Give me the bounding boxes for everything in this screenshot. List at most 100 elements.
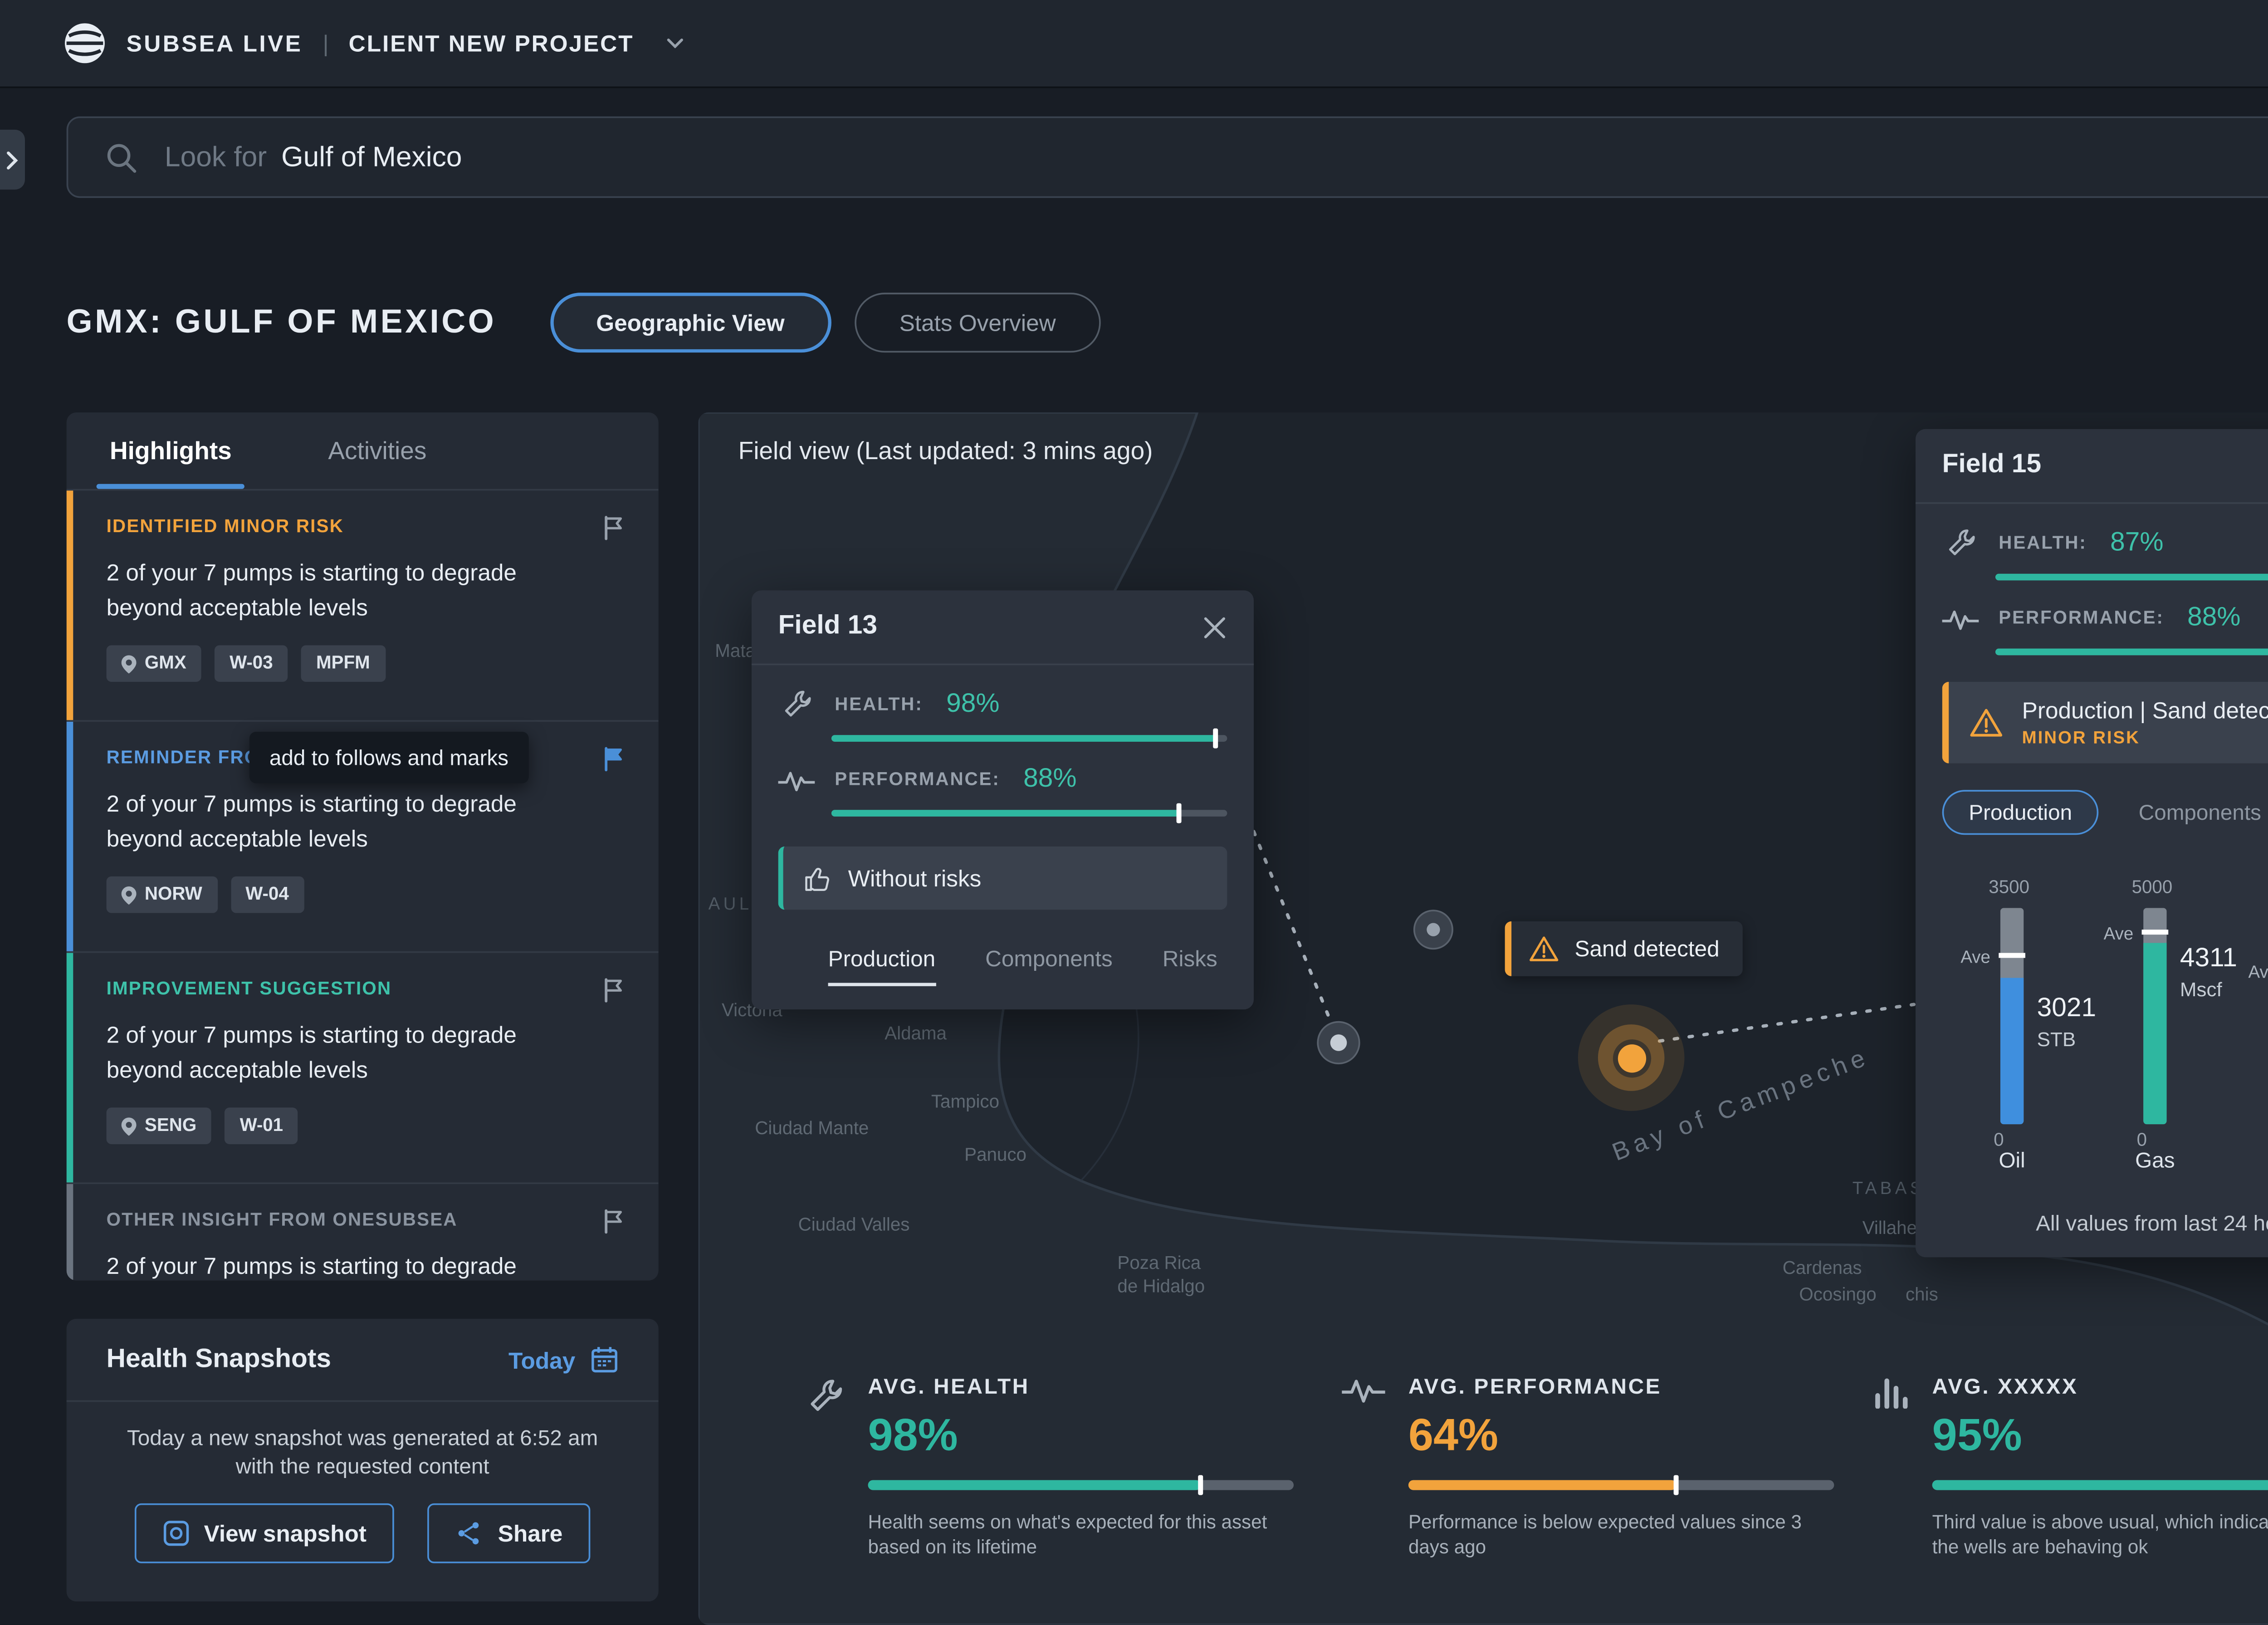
tab-production[interactable]: Production: [1942, 790, 2099, 835]
search-input[interactable]: Look for Gulf of Mexico: [66, 116, 2268, 198]
place-label: Poza Rica: [1117, 1254, 1201, 1274]
performance-label: PERFORMANCE:: [1999, 608, 2164, 629]
place-label: Tampico: [931, 1092, 1000, 1113]
card-accent: [66, 490, 73, 720]
chart-footnote: All values from last 24 hours: [2036, 1210, 2268, 1236]
field-marker-field15-alert[interactable]: [1578, 1004, 1685, 1111]
card-body: 2 of your 7 pumps is starting to degrade: [106, 1252, 517, 1279]
snapshot-date-picker[interactable]: Today: [508, 1346, 619, 1374]
pulse-icon: [1342, 1377, 1385, 1561]
health-snapshots-panel: Health Snapshots Today Today a new snaps…: [66, 1318, 659, 1602]
field-marker-field13[interactable]: [1317, 1021, 1360, 1065]
flag-icon[interactable]: [600, 514, 628, 542]
snapshot-date-label: Today: [508, 1346, 576, 1373]
stat-bar: [868, 1475, 1294, 1495]
brand-name: SUBSEA LIVE: [126, 29, 303, 57]
performance-metric: PERFORMANCE: 88%: [752, 742, 1254, 795]
flag-icon[interactable]: [600, 745, 628, 773]
project-selector[interactable]: CLIENT NEW PROJECT: [348, 29, 634, 57]
flag-icon[interactable]: [600, 976, 628, 1004]
highlight-card-improvement[interactable]: IMPROVEMENT SUGGESTION 2 of your 7 pumps…: [66, 953, 659, 1184]
tab-stats-overview[interactable]: Stats Overview: [854, 293, 1101, 353]
field13-popup: Field 13 HEALTH: 98% PERFORMA: [751, 590, 1254, 1010]
health-label: HEALTH:: [1999, 533, 2087, 553]
popup-tabs: Production Components Risks: [752, 910, 1254, 986]
place-label: Cardenas: [1782, 1259, 1862, 1279]
brand-separator: |: [323, 29, 329, 57]
expand-panel-toggle[interactable]: [0, 129, 25, 190]
avg-performance-stat: AVG. PERFORMANCE 64% Performance is belo…: [1342, 1374, 1857, 1561]
tab-production[interactable]: Production: [828, 946, 936, 986]
highlight-card-other-insight[interactable]: OTHER INSIGHT FROM ONESUBSEA 2 of your 7…: [66, 1184, 659, 1281]
sand-alert-label: Sand detected: [1574, 936, 1720, 961]
card-category: REMINDER FROM: [106, 748, 276, 768]
card-category: IMPROVEMENT SUGGESTION: [106, 979, 392, 1000]
gas-value: 4311 Mscf: [2180, 945, 2238, 1001]
risk-level: MINOR RISK: [2022, 728, 2140, 749]
snapshots-title: Health Snapshots: [106, 1344, 332, 1373]
card-category: IDENTIFIED MINOR RISK: [106, 517, 344, 538]
risk-warning-card[interactable]: Production | Sand detected MINOR RISK: [1942, 681, 2268, 764]
tab-risks[interactable]: Risks: [1162, 946, 1217, 971]
tab-components[interactable]: Components: [2138, 800, 2262, 825]
health-bar: [831, 728, 1227, 749]
place-label: Ciudad Mante: [755, 1119, 869, 1140]
stat-value: 95%: [1932, 1410, 2022, 1460]
highlight-card-minor-risk[interactable]: IDENTIFIED MINOR RISK 2 of your 7 pumps …: [66, 490, 659, 722]
sand-detected-alert[interactable]: Sand detected: [1505, 921, 1743, 976]
performance-label: PERFORMANCE:: [835, 770, 1000, 790]
axis-max-label: 5000: [2131, 878, 2173, 898]
search-value: Gulf of Mexico: [281, 140, 462, 172]
chevron-down-icon[interactable]: [667, 38, 684, 49]
place-label: Ocosingo: [1799, 1285, 1877, 1306]
location-pin-icon: [121, 1116, 137, 1135]
risk-title: Production | Sand detected: [2022, 696, 2268, 724]
tab-activities[interactable]: Activities: [328, 436, 427, 465]
card-tags: SENG W-01: [106, 1107, 622, 1145]
snapshot-description: Today a new snapshot was generated at 6:…: [127, 1425, 598, 1478]
tab-components[interactable]: Components: [985, 946, 1113, 971]
flag-icon[interactable]: [600, 1207, 628, 1235]
pulse-icon: [1942, 608, 1979, 630]
stat-description: Performance is below expected values sin…: [1408, 1513, 1802, 1558]
page-header: GMX: GULF OF MEXICO Geographic View Stat…: [67, 293, 1101, 353]
avg-third-stat: AVG. XXXXX 95% Third value is above usua…: [1874, 1374, 2268, 1561]
wrench-icon: [807, 1377, 845, 1561]
card-tags: GMX W-03 MPFM: [106, 645, 622, 682]
stat-label: AVG. HEALTH: [868, 1373, 1030, 1399]
health-metric: HEALTH: 87%: [1916, 504, 2268, 559]
production-bar-chart: 3500 5000 400 Ave Ave Ave: [1916, 878, 2268, 1194]
axis-max-label: 3500: [1989, 878, 2030, 898]
snapshot-icon: [163, 1521, 188, 1546]
axis-min-label: 0: [2136, 1131, 2147, 1151]
place-label: Aldama: [885, 1024, 947, 1045]
tab-geographic-view[interactable]: Geographic View: [549, 293, 831, 353]
tag-chip: MPFM: [301, 645, 385, 682]
view-snapshot-button[interactable]: View snapshot: [134, 1503, 395, 1563]
field15-popup: Field 15 HEALTH: 87% PERFORMA: [1916, 429, 2268, 1258]
bar-category-label: Water: [2250, 1147, 2268, 1172]
bar-category-label: Gas: [2135, 1147, 2175, 1173]
tag-chip: W-03: [215, 645, 288, 682]
field-map[interactable]: Field view (Last updated: 3 mins ago) Ma…: [698, 412, 2268, 1625]
search-placeholder: Look for: [164, 140, 275, 172]
card-tags: NORW W-04: [106, 876, 622, 913]
tag-chip: W-01: [225, 1107, 298, 1145]
card-accent: [66, 721, 73, 951]
ave-label: Ave: [2248, 963, 2268, 983]
performance-value: 88%: [1023, 765, 1077, 793]
card-category: OTHER INSIGHT FROM ONESUBSEA: [106, 1210, 458, 1231]
warning-icon: [1530, 936, 1559, 961]
field-marker[interactable]: [1413, 910, 1453, 950]
tag-chip: GMX: [106, 645, 201, 682]
close-icon[interactable]: [1202, 615, 1227, 640]
share-button[interactable]: Share: [428, 1503, 591, 1563]
popup-title: Field 15: [1942, 450, 2042, 479]
highlight-card-reminder[interactable]: REMINDER FROM add to follows and marks 2…: [66, 721, 659, 953]
health-value: 98%: [946, 689, 1000, 718]
wrench-icon: [778, 689, 815, 720]
performance-metric: PERFORMANCE: 88%: [1916, 580, 2268, 633]
tab-highlights[interactable]: Highlights: [96, 412, 246, 489]
flag-tooltip: add to follows and marks: [249, 731, 528, 783]
connector-line-field13: [1252, 830, 1337, 1035]
